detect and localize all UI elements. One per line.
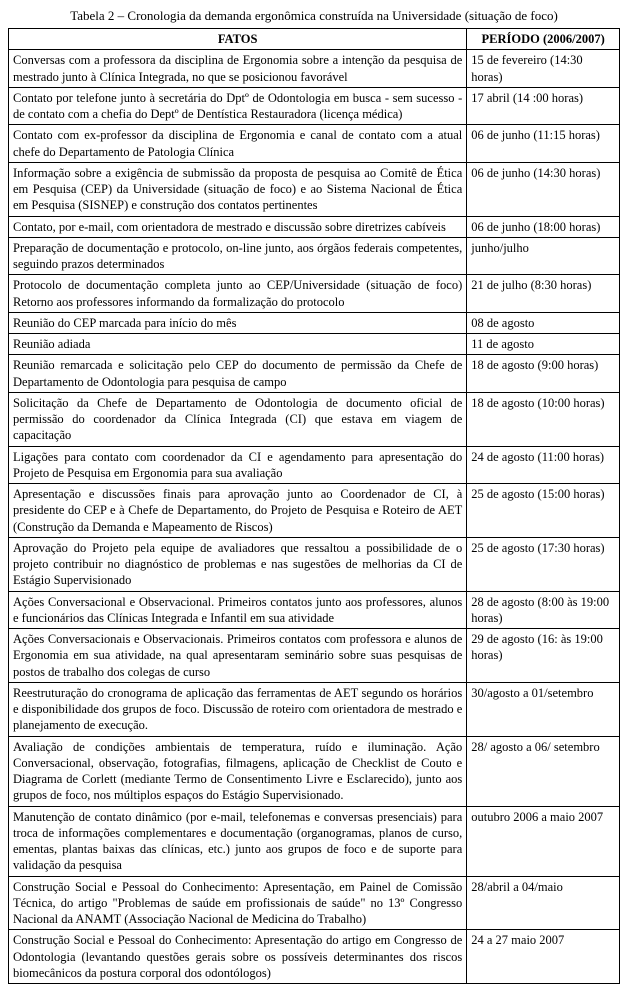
table-row: Contato, por e-mail, com orientadora de …	[9, 216, 620, 237]
cell-periodo: 08 de agosto	[467, 312, 620, 333]
table-row: Construção Social e Pessoal do Conhecime…	[9, 876, 620, 930]
cell-periodo: 15 de fevereiro (14:30 horas)	[467, 50, 620, 88]
cell-periodo: junho/julho	[467, 237, 620, 275]
table-header-row: FATOS PERÍODO (2006/2007)	[9, 29, 620, 50]
cell-periodo: 25 de agosto (17:30 horas)	[467, 537, 620, 591]
table-row: Manutenção de contato dinâmico (por e-ma…	[9, 806, 620, 876]
cell-fato: Solicitação da Chefe de Departamento de …	[9, 392, 467, 446]
cell-periodo: 21 de julho (8:30 horas)	[467, 275, 620, 313]
cell-fato: Manutenção de contato dinâmico (por e-ma…	[9, 806, 467, 876]
cell-periodo: 24 a 27 maio 2007	[467, 930, 620, 984]
cell-fato: Ligações para contato com coordenador da…	[9, 446, 467, 484]
cell-periodo: 17 abril (14 :00 horas)	[467, 87, 620, 125]
header-periodo: PERÍODO (2006/2007)	[467, 29, 620, 50]
cell-periodo: 11 de agosto	[467, 334, 620, 355]
table-row: Ações Conversacional e Observacional. Pr…	[9, 591, 620, 629]
table-row: Avaliação de condições ambientais de tem…	[9, 736, 620, 806]
table-row: Contato com ex-professor da disciplina d…	[9, 125, 620, 163]
table-caption: Tabela 2 – Cronologia da demanda ergonôm…	[8, 8, 620, 24]
cell-fato: Aprovação do Projeto pela equipe de aval…	[9, 537, 467, 591]
cell-periodo: 25 de agosto (15:00 horas)	[467, 484, 620, 538]
table-row: Conversas com a professora da disciplina…	[9, 50, 620, 88]
cell-periodo: 18 de agosto (10:00 horas)	[467, 392, 620, 446]
cell-fato: Contato, por e-mail, com orientadora de …	[9, 216, 467, 237]
cell-fato: Contato com ex-professor da disciplina d…	[9, 125, 467, 163]
cell-fato: Construção Social e Pessoal do Conhecime…	[9, 930, 467, 984]
cell-periodo: 28/ agosto a 06/ setembro	[467, 736, 620, 806]
cell-fato: Ações Conversacionais e Observacionais. …	[9, 629, 467, 683]
table-row: Reunião do CEP marcada para início do mê…	[9, 312, 620, 333]
table-row: Reunião remarcada e solicitação pelo CEP…	[9, 355, 620, 393]
cell-periodo: 06 de junho (18:00 horas)	[467, 216, 620, 237]
table-row: Aprovação do Projeto pela equipe de aval…	[9, 537, 620, 591]
table-row: Solicitação da Chefe de Departamento de …	[9, 392, 620, 446]
cell-fato: Preparação de documentação e protocolo, …	[9, 237, 467, 275]
cell-fato: Informação sobre a exigência de submissã…	[9, 162, 467, 216]
cell-fato: Ações Conversacional e Observacional. Pr…	[9, 591, 467, 629]
table-row: Informação sobre a exigência de submissã…	[9, 162, 620, 216]
table-row: Preparação de documentação e protocolo, …	[9, 237, 620, 275]
cell-periodo: 06 de junho (11:15 horas)	[467, 125, 620, 163]
cell-fato: Avaliação de condições ambientais de tem…	[9, 736, 467, 806]
cell-fato: Protocolo de documentação completa junto…	[9, 275, 467, 313]
table-row: Reestruturação do cronograma de aplicaçã…	[9, 682, 620, 736]
table-row: Ações Conversacionais e Observacionais. …	[9, 629, 620, 683]
table-row: Construção Social e Pessoal do Conhecime…	[9, 930, 620, 984]
table-row: Apresentação e discussões finais para ap…	[9, 484, 620, 538]
cell-fato: Conversas com a professora da disciplina…	[9, 50, 467, 88]
cell-periodo: 29 de agosto (16: às 19:00 horas)	[467, 629, 620, 683]
table-row: Contato por telefone junto à secretária …	[9, 87, 620, 125]
table-row: Reunião adiada11 de agosto	[9, 334, 620, 355]
cell-fato: Reunião remarcada e solicitação pelo CEP…	[9, 355, 467, 393]
cell-periodo: 30/agosto a 01/setembro	[467, 682, 620, 736]
cell-fato: Apresentação e discussões finais para ap…	[9, 484, 467, 538]
cronologia-table: FATOS PERÍODO (2006/2007) Conversas com …	[8, 28, 620, 984]
cell-periodo: 24 de agosto (11:00 horas)	[467, 446, 620, 484]
table-row: Protocolo de documentação completa junto…	[9, 275, 620, 313]
table-row: Ligações para contato com coordenador da…	[9, 446, 620, 484]
cell-periodo: outubro 2006 a maio 2007	[467, 806, 620, 876]
cell-periodo: 28/abril a 04/maio	[467, 876, 620, 930]
header-fatos: FATOS	[9, 29, 467, 50]
cell-fato: Reestruturação do cronograma de aplicaçã…	[9, 682, 467, 736]
cell-fato: Contato por telefone junto à secretária …	[9, 87, 467, 125]
cell-periodo: 06 de junho (14:30 horas)	[467, 162, 620, 216]
cell-fato: Reunião adiada	[9, 334, 467, 355]
cell-periodo: 18 de agosto (9:00 horas)	[467, 355, 620, 393]
cell-fato: Reunião do CEP marcada para início do mê…	[9, 312, 467, 333]
table-body: Conversas com a professora da disciplina…	[9, 50, 620, 984]
cell-fato: Construção Social e Pessoal do Conhecime…	[9, 876, 467, 930]
cell-periodo: 28 de agosto (8:00 às 19:00 horas)	[467, 591, 620, 629]
